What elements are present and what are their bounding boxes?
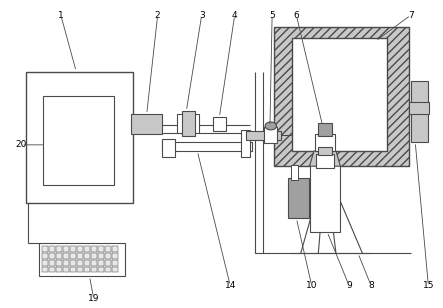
- Bar: [182, 111, 195, 136]
- Bar: [319, 124, 332, 136]
- Bar: [98, 267, 104, 273]
- Text: 1: 1: [58, 10, 64, 20]
- Bar: [70, 267, 76, 273]
- Bar: [70, 253, 76, 259]
- Bar: [310, 165, 340, 232]
- Bar: [43, 260, 48, 265]
- Bar: [85, 246, 90, 252]
- Bar: [78, 260, 83, 265]
- Bar: [43, 253, 48, 259]
- Bar: [315, 134, 335, 151]
- Bar: [43, 96, 114, 184]
- Bar: [316, 154, 334, 168]
- Bar: [246, 131, 281, 140]
- Text: 3: 3: [199, 10, 205, 20]
- Bar: [105, 246, 111, 252]
- Bar: [113, 253, 118, 259]
- Bar: [63, 253, 69, 259]
- Bar: [85, 267, 90, 273]
- Bar: [91, 267, 97, 273]
- Text: 2: 2: [155, 10, 160, 20]
- Bar: [409, 102, 429, 114]
- Bar: [178, 114, 199, 133]
- Text: 7: 7: [408, 10, 414, 20]
- Text: 9: 9: [346, 281, 352, 290]
- Bar: [70, 260, 76, 265]
- Bar: [105, 253, 111, 259]
- Bar: [98, 253, 104, 259]
- Bar: [63, 246, 69, 252]
- Bar: [162, 139, 175, 157]
- Text: 14: 14: [225, 281, 236, 290]
- Bar: [43, 267, 48, 273]
- Bar: [113, 246, 118, 252]
- Bar: [319, 147, 331, 155]
- Text: 15: 15: [423, 281, 434, 290]
- Bar: [291, 165, 298, 180]
- Bar: [85, 253, 90, 259]
- Bar: [56, 253, 62, 259]
- Circle shape: [265, 122, 276, 130]
- Bar: [288, 178, 309, 218]
- Bar: [56, 267, 62, 273]
- Text: 6: 6: [293, 10, 299, 20]
- Bar: [131, 114, 162, 134]
- Bar: [91, 246, 97, 252]
- Text: 8: 8: [368, 281, 374, 290]
- Bar: [105, 260, 111, 265]
- Bar: [98, 246, 104, 252]
- Bar: [113, 260, 118, 265]
- Bar: [56, 246, 62, 252]
- Text: 20: 20: [16, 140, 27, 149]
- Bar: [162, 142, 253, 151]
- Text: 10: 10: [306, 281, 318, 290]
- Text: 4: 4: [232, 10, 237, 20]
- Text: 5: 5: [269, 10, 275, 20]
- Bar: [63, 267, 69, 273]
- Polygon shape: [310, 151, 340, 166]
- Bar: [39, 242, 124, 276]
- Bar: [85, 260, 90, 265]
- Bar: [49, 260, 55, 265]
- Text: 19: 19: [88, 294, 100, 303]
- Bar: [264, 127, 277, 143]
- Bar: [105, 267, 111, 273]
- Bar: [411, 81, 427, 142]
- Bar: [49, 267, 55, 273]
- Bar: [91, 260, 97, 265]
- Bar: [63, 260, 69, 265]
- Bar: [78, 246, 83, 252]
- Bar: [274, 27, 408, 166]
- Bar: [213, 117, 226, 131]
- Bar: [292, 38, 387, 151]
- Bar: [49, 246, 55, 252]
- Bar: [26, 71, 133, 203]
- Bar: [98, 260, 104, 265]
- Bar: [113, 267, 118, 273]
- Bar: [43, 246, 48, 252]
- Bar: [49, 253, 55, 259]
- Bar: [91, 253, 97, 259]
- Bar: [70, 246, 76, 252]
- Bar: [241, 130, 250, 157]
- Bar: [56, 260, 62, 265]
- Bar: [78, 253, 83, 259]
- Bar: [78, 267, 83, 273]
